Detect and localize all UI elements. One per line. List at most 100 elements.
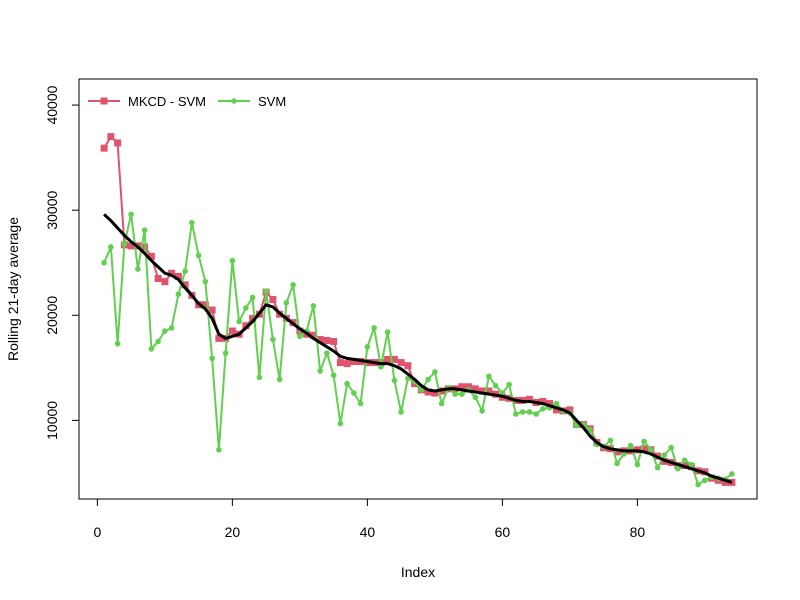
legend-swatch-marker [100, 97, 108, 105]
x-tick-label: 20 [225, 524, 241, 540]
data-point [182, 268, 188, 274]
data-point [229, 257, 236, 264]
data-point [424, 388, 432, 396]
data-point [573, 422, 580, 429]
data-point [688, 461, 695, 468]
data-point [343, 360, 351, 368]
data-point [222, 350, 229, 356]
legend-item: MKCD - SVM [88, 94, 206, 109]
data-point [107, 133, 115, 141]
series-line [103, 135, 732, 484]
data-point [216, 447, 222, 453]
data-point [398, 409, 404, 415]
data-point [243, 305, 249, 311]
data-point [614, 460, 620, 467]
data-point [276, 376, 283, 383]
data-point [654, 464, 661, 471]
data-point [553, 400, 560, 407]
data-point [533, 411, 539, 417]
data-point [249, 294, 256, 301]
data-point [161, 278, 169, 286]
data-point [478, 387, 486, 395]
data-point [114, 340, 121, 347]
data-point [390, 355, 398, 363]
legend-label: SVM [258, 94, 286, 109]
data-point [310, 303, 317, 309]
data-point [485, 387, 493, 395]
data-point [378, 363, 384, 370]
data-point [323, 337, 331, 345]
data-point [249, 314, 257, 322]
data-point [242, 322, 250, 330]
data-point [634, 461, 641, 468]
data-point [162, 328, 168, 334]
series-trend [103, 213, 733, 484]
data-point [336, 359, 344, 367]
data-point [155, 338, 161, 345]
data-point [425, 376, 431, 383]
data-point [465, 383, 473, 391]
data-point [681, 457, 688, 464]
data-point [702, 477, 708, 484]
data-point [452, 391, 458, 397]
data-point [330, 372, 337, 378]
x-tick-label: 80 [630, 524, 646, 540]
data-point [566, 406, 574, 414]
y-tick-label: 10000 [44, 401, 60, 440]
data-point [472, 394, 479, 401]
data-point [317, 368, 323, 374]
data-point [418, 387, 425, 393]
data-point [290, 281, 296, 288]
data-point [330, 338, 338, 346]
data-point [263, 288, 269, 294]
data-point [154, 274, 162, 282]
data-point [181, 281, 189, 289]
data-point [344, 380, 350, 387]
data-point [526, 409, 533, 415]
data-point [471, 385, 479, 393]
data-point [168, 269, 176, 277]
data-point [202, 278, 209, 285]
data-point [506, 381, 512, 388]
y-tick-label: 20000 [44, 296, 60, 335]
data-point [525, 395, 533, 403]
data-point [270, 336, 276, 343]
data-point [546, 400, 554, 408]
series-mkcd-svm [100, 133, 736, 486]
data-point [201, 301, 209, 309]
data-point [195, 252, 202, 259]
data-point [128, 211, 134, 218]
data-point [256, 374, 263, 381]
series-line [103, 213, 733, 484]
series-svm [101, 211, 735, 488]
data-point [458, 383, 466, 391]
data-point [101, 259, 107, 266]
data-point [324, 350, 330, 356]
data-point [215, 334, 223, 342]
data-point [100, 144, 108, 152]
data-point [675, 465, 681, 472]
data-point [147, 252, 155, 260]
data-point [175, 291, 182, 298]
data-point [384, 329, 391, 335]
data-point [316, 335, 324, 343]
data-point [174, 272, 182, 280]
data-point [121, 241, 128, 247]
data-point [404, 362, 412, 370]
data-point [621, 451, 627, 457]
data-point [431, 389, 439, 397]
data-point [357, 400, 364, 407]
data-point [114, 139, 122, 147]
y-axis-title: Rolling 21-day average [5, 217, 21, 361]
legend-swatch-marker [231, 98, 237, 104]
x-tick-label: 40 [360, 524, 376, 540]
data-point [309, 331, 317, 339]
y-tick-label: 30000 [44, 190, 60, 229]
data-point [640, 445, 648, 453]
data-point [189, 219, 195, 226]
data-point [641, 438, 647, 445]
data-point [459, 391, 465, 397]
y-tick-label: 40000 [44, 85, 60, 124]
data-point [721, 478, 729, 486]
data-point [627, 442, 634, 449]
